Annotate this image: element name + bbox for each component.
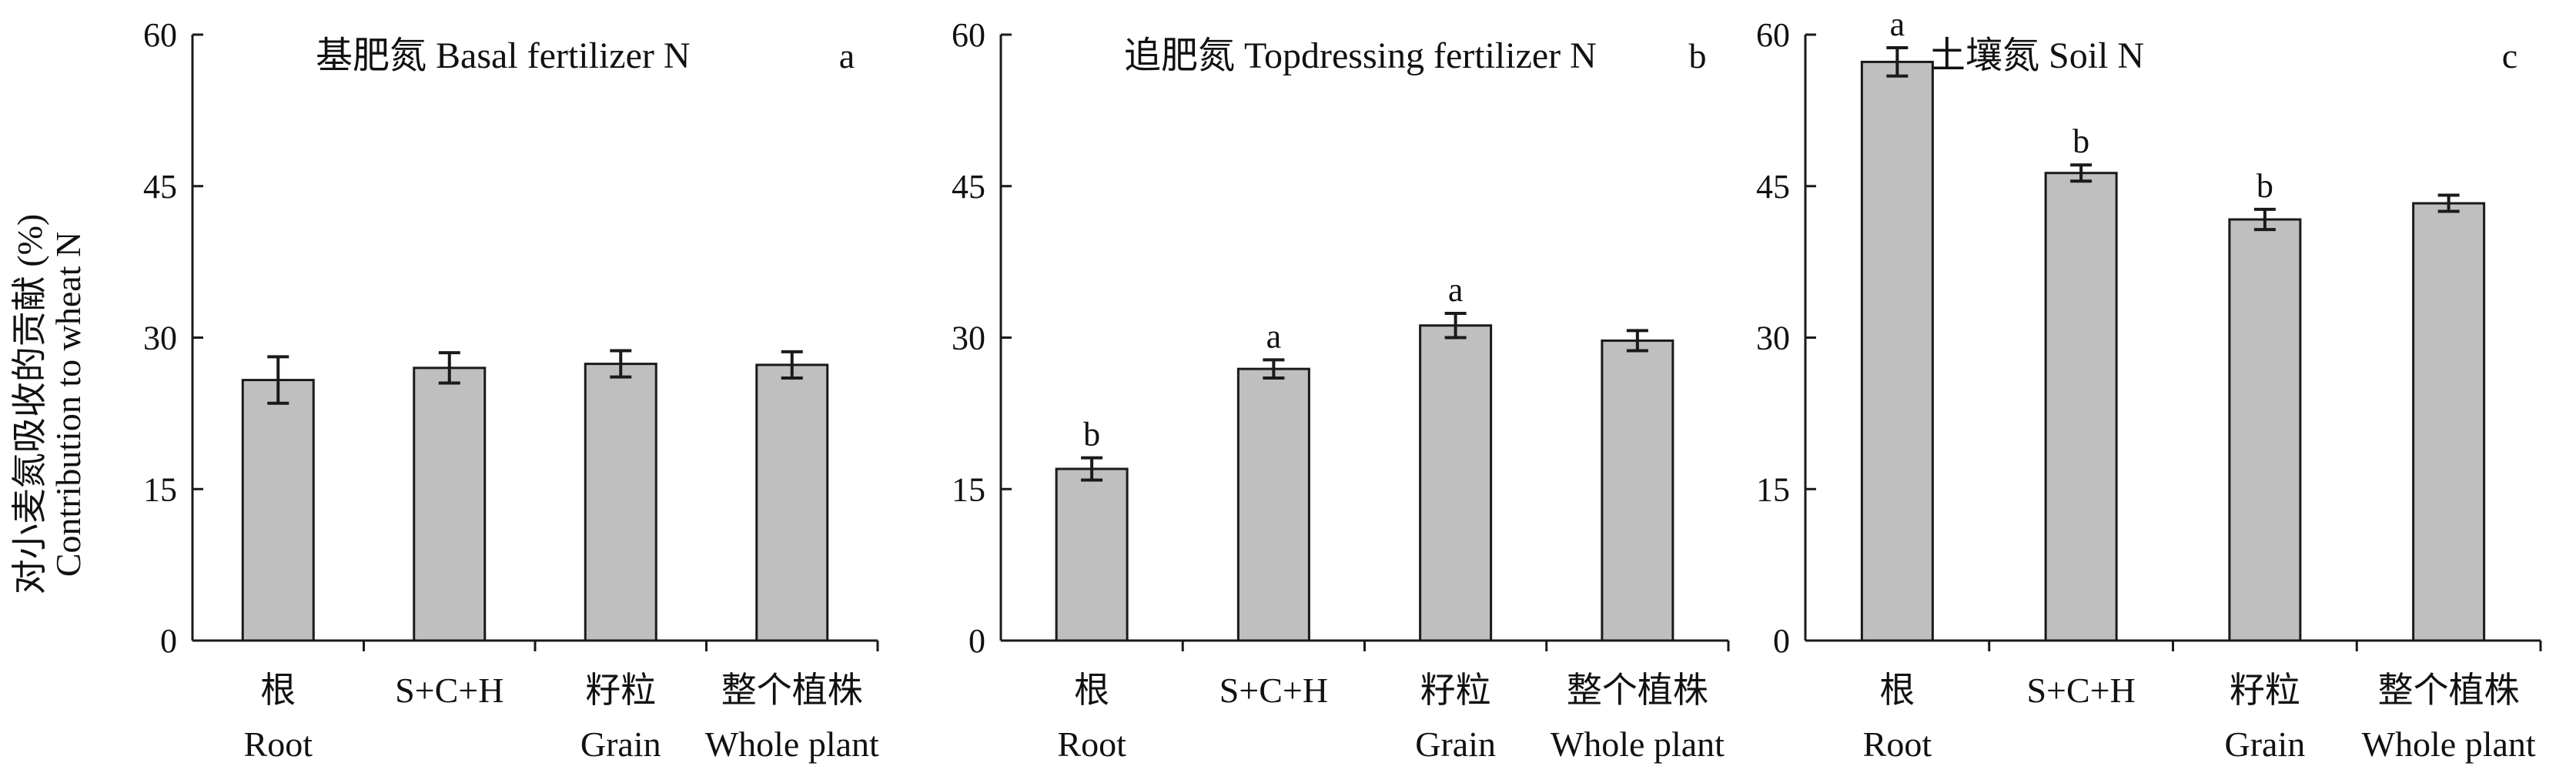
x-tick-label-en: Root [1863,724,1932,764]
y-tick-label: 15 [1756,470,1790,508]
bar [241,379,315,642]
y-axis-title-zh: 对小麦氮吸收的贡献 (%) [10,214,49,594]
x-tick-label-zh: S+C+H [395,671,503,710]
significance-label: a [1890,5,1905,43]
x-tick-label-en: Grain [2225,724,2306,764]
y-tick-label: 0 [160,622,177,660]
y-tick-label: 30 [952,320,985,357]
x-tick-label-en: Root [1057,724,1126,764]
x-tick-label-zh: 整个植株 [721,671,863,710]
y-tick-label: 60 [143,16,177,54]
chart-title: 土壤氮 Soil N [1929,35,2144,76]
x-tick-label-zh: 整个植株 [1567,671,1708,710]
x-tick-label-zh: 整个植株 [2378,671,2520,710]
x-tick-label-zh: 籽粒 [585,671,656,710]
y-tick-label: 45 [143,168,177,206]
x-tick-label-zh: 籽粒 [2230,671,2300,710]
bar [2228,218,2302,642]
bar [584,363,657,642]
panel-letter: b [1689,36,1707,75]
y-tick-label: 15 [952,470,985,508]
y-tick-label: 45 [952,168,985,206]
chart-title: 基肥氮 Basal fertilizer N [316,35,691,76]
chart-panel-a: 0 15 30 45 60 基肥氮 Basal fertilizer N a 根 Root S+C… [143,16,879,764]
chart-title: 追肥氮 Topdressing fertilizer N [1124,35,1597,76]
x-tick-label-en: Grain [1415,724,1496,764]
bar [2044,172,2118,642]
significance-label: a [1266,317,1282,355]
y-tick-label: 15 [143,470,177,508]
y-tick-label: 60 [1756,16,1790,54]
bar [1419,324,1493,642]
significance-label: b [1083,416,1100,453]
y-tick-label: 60 [952,16,985,54]
x-tick-label-en: Root [244,724,313,764]
significance-label: b [2257,167,2273,205]
x-tick-label-zh: 籽粒 [1420,671,1491,710]
chart-panel-b: 0 15 30 45 60 追肥氮 Topdressing fertilizer N b b 根… [952,16,1730,764]
significance-label: a [1448,271,1464,309]
bar [1601,339,1674,642]
y-tick-label: 0 [1773,622,1790,660]
y-tick-label: 0 [969,622,985,660]
y-tick-label: 30 [143,320,177,357]
significance-label: b [2073,122,2089,160]
x-tick-label-zh: 根 [1879,671,1915,710]
y-axis-title: 对小麦氮吸收的贡献 (%) Contribution to wheat N [10,214,88,594]
bar [1860,60,1934,642]
y-tick-label: 30 [1756,320,1790,357]
x-tick-label-en: Whole plant [705,724,879,764]
chart-panel-c: 0 15 30 45 60 土壤氮 Soil N c a 根 Root b S+C+H b 籽粒 Grain… [1756,5,2542,764]
chart-panels: 0 15 30 45 60 基肥氮 Basal fertilizer N a 根 Root S+C… [143,5,2542,764]
x-tick-label-zh: 根 [1074,671,1109,710]
x-tick-label-en: Grain [580,724,661,764]
x-tick-label-en: Whole plant [1551,724,1725,764]
bar [2412,202,2486,642]
panel-letter: a [839,36,855,75]
bar [1236,367,1310,642]
y-tick-label: 45 [1756,168,1790,206]
x-tick-label-en: Whole plant [2362,724,2536,764]
x-tick-label-zh: S+C+H [2026,671,2135,710]
bar [755,363,829,642]
x-tick-label-zh: 根 [260,671,296,710]
bar [413,366,487,642]
y-axis-title-en: Contribution to wheat N [49,232,88,577]
bar [1055,467,1129,642]
x-tick-label-zh: S+C+H [1219,671,1328,710]
panel-letter: c [2502,36,2517,75]
